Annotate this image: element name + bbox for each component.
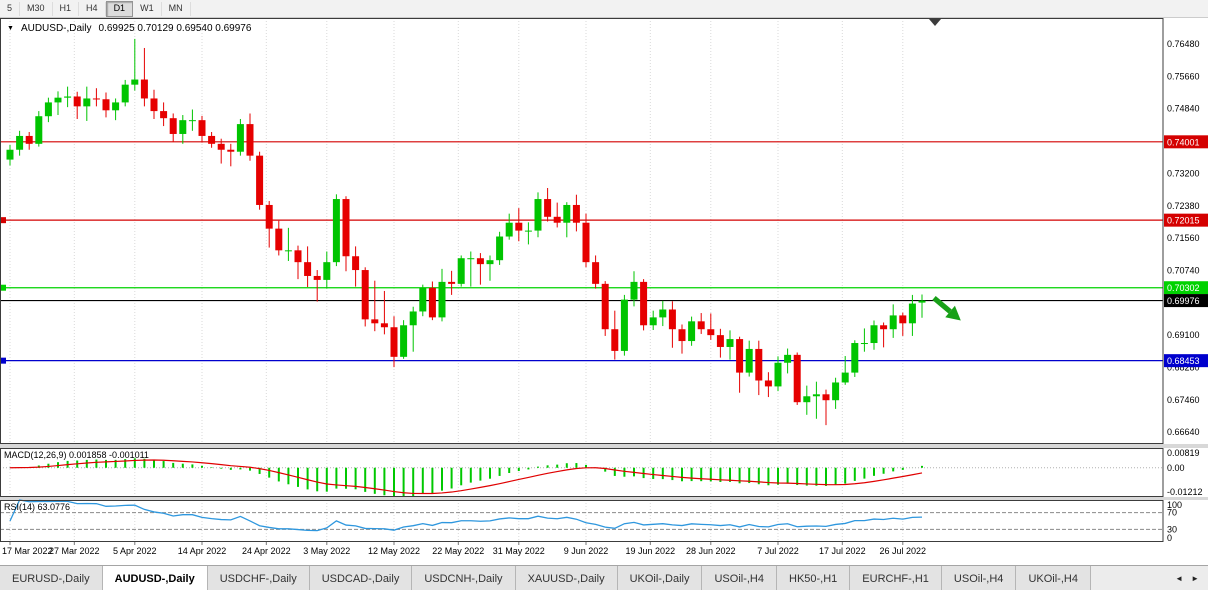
down-arrow-annotation[interactable] <box>929 292 965 326</box>
svg-text:27 Mar 2022: 27 Mar 2022 <box>49 546 100 556</box>
svg-text:31 May 2022: 31 May 2022 <box>493 546 545 556</box>
chart-tab-ukoil-daily[interactable]: UKOil-,Daily <box>617 566 703 590</box>
svg-text:0.70302: 0.70302 <box>1167 283 1200 293</box>
chart-title: ▼ AUDUSD-,Daily 0.69925 0.70129 0.69540 … <box>7 23 251 34</box>
chart-tab-hk50-h1[interactable]: HK50-,H1 <box>777 566 851 590</box>
tab-scroll-right-button[interactable]: ► <box>1191 574 1199 583</box>
timeframe-toolbar: 5 M30 H1 H4 D1 W1 MN <box>0 0 1208 18</box>
svg-text:0.71560: 0.71560 <box>1167 233 1200 243</box>
svg-text:0.74840: 0.74840 <box>1167 104 1200 114</box>
svg-text:24 Apr 2022: 24 Apr 2022 <box>242 546 291 556</box>
svg-text:-0.01212: -0.01212 <box>1167 487 1203 497</box>
svg-text:0.00: 0.00 <box>1167 463 1185 473</box>
svg-text:17 Mar 2022: 17 Mar 2022 <box>2 546 53 556</box>
price-scale[interactable]: 0.76480 0.75660 0.74840 0.73200 0.72380 0.715… <box>1167 39 1203 543</box>
tab-scroll-buttons: ◄ ► <box>1166 566 1208 590</box>
svg-text:17 Jul 2022: 17 Jul 2022 <box>819 546 866 556</box>
macd-signal-line <box>9 459 923 495</box>
timeframe-button-mn[interactable]: MN <box>162 1 191 16</box>
chart-ohlc-values: 0.69925 0.70129 0.69540 0.69976 <box>98 23 252 34</box>
svg-text:30: 30 <box>1167 524 1177 534</box>
chart-tab-usdchf-daily[interactable]: USDCHF-,Daily <box>207 566 310 590</box>
svg-text:70: 70 <box>1167 508 1177 518</box>
chart-tab-usdcnh-daily[interactable]: USDCNH-,Daily <box>412 566 516 590</box>
svg-text:5 Apr 2022: 5 Apr 2022 <box>113 546 157 556</box>
rsi-label: RSI(14) 63.0776 <box>4 502 70 512</box>
hline-handle[interactable] <box>0 217 6 224</box>
svg-text:0.72380: 0.72380 <box>1167 201 1200 211</box>
panel-separator[interactable] <box>0 497 1208 500</box>
svg-text:0.00819: 0.00819 <box>1167 448 1200 458</box>
svg-text:0.67460: 0.67460 <box>1167 395 1200 405</box>
chart-tab-usoil-h4[interactable]: USOil-,H4 <box>702 566 777 590</box>
shift-marker-icon[interactable] <box>929 19 941 26</box>
svg-text:12 May 2022: 12 May 2022 <box>368 546 420 556</box>
chart-tab-xauusd-daily[interactable]: XAUUSD-,Daily <box>515 566 618 590</box>
price-badges: 0.74001 0.72015 0.70302 0.69976 0.68453 <box>1164 135 1208 368</box>
candlesticks <box>6 38 926 426</box>
chart-tab-eurchf-h1[interactable]: EURCHF-,H1 <box>850 566 942 590</box>
hline-handle[interactable] <box>0 357 6 364</box>
chart-symbol-period: AUDUSD-,Daily <box>20 23 92 34</box>
macd-label: MACD(12,26,9) 0.001858 -0.001011 <box>4 450 149 460</box>
chart-canvas[interactable]: 0.76480 0.75660 0.74840 0.73200 0.72380 0.715… <box>0 0 1208 565</box>
svg-text:7 Jul 2022: 7 Jul 2022 <box>757 546 799 556</box>
timeframe-button-w1[interactable]: W1 <box>133 1 162 16</box>
timeframe-button-5[interactable]: 5 <box>0 1 21 16</box>
svg-text:3 May 2022: 3 May 2022 <box>303 546 350 556</box>
timeframe-button-h1[interactable]: H1 <box>53 1 80 16</box>
svg-text:0.69100: 0.69100 <box>1167 330 1200 340</box>
svg-text:0.70740: 0.70740 <box>1167 265 1200 275</box>
panel-border <box>0 448 1164 497</box>
svg-text:0.74001: 0.74001 <box>1167 137 1200 147</box>
svg-text:26 Jul 2022: 26 Jul 2022 <box>880 546 927 556</box>
timeframe-button-d1[interactable]: D1 <box>105 0 134 17</box>
panel-border <box>0 500 1164 542</box>
hline-handle[interactable] <box>0 284 6 291</box>
svg-text:28 Jun 2022: 28 Jun 2022 <box>686 546 736 556</box>
chart-tab-audusd-daily[interactable]: AUDUSD-,Daily <box>102 566 208 590</box>
svg-text:0.66640: 0.66640 <box>1167 427 1200 437</box>
timeframe-button-m30[interactable]: M30 <box>20 1 53 16</box>
panel-separator[interactable] <box>0 444 1208 448</box>
svg-text:0.72015: 0.72015 <box>1167 216 1200 226</box>
svg-text:0: 0 <box>1167 533 1172 543</box>
tab-scroll-left-button[interactable]: ◄ <box>1175 574 1184 583</box>
price-chart-plot[interactable] <box>0 18 1163 444</box>
svg-text:0.73200: 0.73200 <box>1167 168 1200 178</box>
symbol-marker-icon: ▼ <box>7 24 14 32</box>
rsi-line <box>9 499 923 532</box>
svg-text:14 Apr 2022: 14 Apr 2022 <box>178 546 227 556</box>
chart-tab-ukoil-h4[interactable]: UKOil-,H4 <box>1016 566 1091 590</box>
svg-text:100: 100 <box>1167 500 1182 510</box>
svg-text:0.75660: 0.75660 <box>1167 71 1200 81</box>
chart-tab-usdcad-daily[interactable]: USDCAD-,Daily <box>309 566 413 590</box>
chart-tab-bar: EURUSD-,Daily AUDUSD-,Daily USDCHF-,Daily U… <box>0 565 1208 590</box>
svg-text:19 Jun 2022: 19 Jun 2022 <box>626 546 676 556</box>
panel-border <box>0 18 1164 444</box>
chart-tab-eurusd-daily[interactable]: EURUSD-,Daily <box>0 566 103 590</box>
svg-text:9 Jun 2022: 9 Jun 2022 <box>564 546 609 556</box>
chart-tab-usoil-h4[interactable]: USOil-,H4 <box>941 566 1017 590</box>
svg-text:0.69976: 0.69976 <box>1167 296 1200 306</box>
svg-text:22 May 2022: 22 May 2022 <box>432 546 484 556</box>
svg-text:0.68280: 0.68280 <box>1167 362 1200 372</box>
macd-panel-plot[interactable] <box>0 448 1163 497</box>
timeframe-button-h4[interactable]: H4 <box>79 1 106 16</box>
svg-text:0.76480: 0.76480 <box>1167 39 1200 49</box>
svg-text:0.68453: 0.68453 <box>1167 356 1200 366</box>
